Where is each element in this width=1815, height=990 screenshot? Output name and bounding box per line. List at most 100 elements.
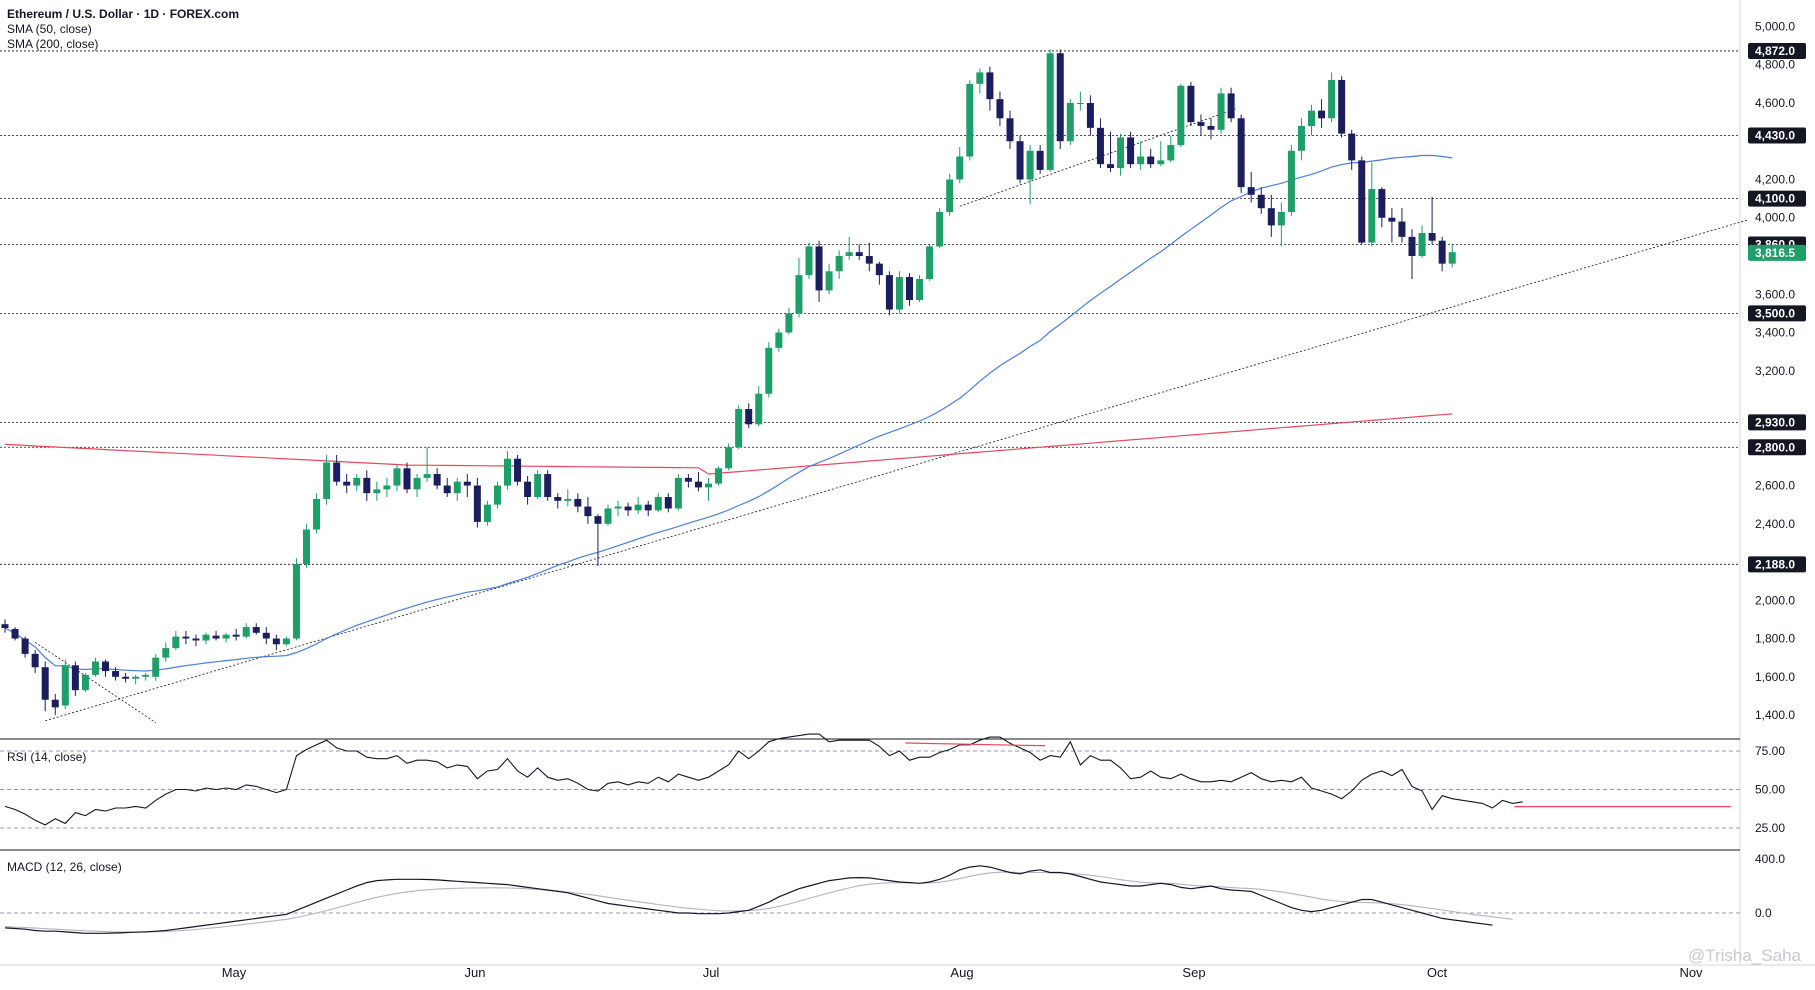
candle-body	[1006, 118, 1014, 142]
candle-body	[212, 635, 220, 639]
candle-body	[423, 474, 431, 478]
candle-body	[373, 489, 381, 494]
candle-body	[272, 638, 280, 645]
rsi-divergence-line	[905, 742, 1046, 747]
price-tick-label: 3,400.0	[1755, 326, 1795, 340]
candle-body	[41, 667, 49, 700]
candle-body	[1378, 189, 1386, 218]
candle-body	[1167, 145, 1175, 161]
candle-body	[1117, 137, 1125, 169]
candle-body	[1388, 217, 1396, 222]
time-label-nov: Nov	[1679, 965, 1703, 980]
candle-body	[433, 474, 441, 486]
time-label-oct: Oct	[1427, 965, 1448, 980]
level-label-bg	[1748, 556, 1806, 573]
candle-body	[112, 671, 120, 677]
price-tick-label: 5,000.0	[1755, 19, 1795, 33]
level-label: 4,872.0	[1755, 44, 1795, 58]
candle-body	[192, 638, 200, 641]
price-tick-label: 4,600.0	[1755, 96, 1795, 110]
rsi-tick-label: 25.00	[1755, 821, 1785, 835]
candle-body	[1227, 93, 1235, 119]
last-price-label: 3,816.5	[1755, 246, 1795, 260]
candle-body	[323, 462, 331, 499]
time-label-jul: Jul	[703, 965, 720, 980]
candle-body	[594, 516, 602, 524]
candle-body	[514, 458, 522, 482]
level-label: 4,430.0	[1755, 129, 1795, 143]
sma200-legend[interactable]: SMA (200, close)	[7, 37, 99, 51]
candle-body	[242, 627, 250, 637]
rsi-pane[interactable]	[0, 733, 1740, 829]
candle-body	[895, 277, 903, 310]
candle-body	[1428, 233, 1436, 241]
candle-body	[634, 504, 642, 511]
candle-body	[1418, 233, 1426, 256]
candle-body	[835, 256, 843, 272]
candle-body	[785, 313, 793, 333]
macd-pane[interactable]	[0, 865, 1740, 934]
candle-body	[1358, 160, 1366, 243]
candle-body	[855, 252, 863, 256]
candle-body	[644, 504, 652, 511]
candle-body	[1046, 53, 1054, 170]
candle-body	[1096, 127, 1104, 165]
candle-body	[222, 634, 230, 639]
candle-body	[1177, 85, 1185, 146]
candle-body	[1338, 80, 1346, 134]
candle-body	[1107, 164, 1114, 169]
candle-body	[544, 474, 552, 497]
candle-body	[674, 477, 682, 509]
price-tick-label: 1,800.0	[1755, 632, 1795, 646]
candle-body	[1026, 150, 1034, 180]
macd-legend[interactable]: MACD (12, 26, close)	[7, 860, 122, 874]
candle-body	[122, 676, 130, 679]
macd-line	[4, 865, 1493, 934]
rsi-tick-label: 75.00	[1755, 744, 1785, 758]
price-tick-label: 4,000.0	[1755, 211, 1795, 225]
candle-body	[694, 481, 702, 488]
candle-body	[252, 627, 260, 633]
level-label-bg	[1748, 127, 1806, 144]
candle-body	[795, 275, 803, 314]
candle-body	[624, 506, 632, 511]
level-label: 2,188.0	[1755, 557, 1795, 571]
candle-body	[1207, 125, 1215, 130]
candle-body	[202, 634, 210, 641]
candle-body	[966, 83, 974, 157]
candle-body	[1287, 150, 1295, 213]
candle-body	[745, 409, 753, 425]
candle-body	[1237, 118, 1245, 188]
time-label-sep: Sep	[1182, 965, 1205, 980]
rsi-legend[interactable]: RSI (14, close)	[7, 750, 87, 764]
price-pane[interactable]	[0, 49, 1749, 724]
candle-body	[845, 252, 853, 256]
price-tick-label: 2,600.0	[1755, 479, 1795, 493]
candle-body	[1448, 252, 1456, 264]
level-label: 3,500.0	[1755, 306, 1795, 320]
candle-body	[815, 246, 823, 291]
level-label-bg	[1748, 439, 1806, 456]
level-label-bg	[1748, 42, 1806, 59]
candle-body	[1257, 194, 1265, 209]
symbol-title[interactable]: Ethereum / U.S. Dollar · 1D · FOREX.com	[7, 7, 240, 21]
candle-body	[725, 447, 733, 469]
price-tick-label: 1,600.0	[1755, 670, 1795, 684]
time-label-aug: Aug	[950, 965, 973, 980]
price-axis[interactable]: 1,400.0 1,600.0 1,800.0 2,000.0 2,400.0 2,600…	[1748, 19, 1806, 920]
macd-signal-line	[4, 871, 1513, 933]
candle-body	[1267, 208, 1275, 226]
macd-tick-label: 400.0	[1755, 852, 1785, 866]
price-tick-label: 4,800.0	[1755, 58, 1795, 72]
time-axis[interactable]: May Jun Jul Aug Sep Oct Nov	[222, 965, 1703, 980]
sma200-line	[4, 413, 1453, 475]
candle-body	[916, 278, 924, 300]
candle-body	[1368, 189, 1376, 243]
candle-body	[1308, 110, 1315, 126]
candle-body	[152, 657, 160, 677]
candle-body	[91, 661, 99, 675]
candle-body	[664, 497, 672, 509]
sma50-legend[interactable]: SMA (50, close)	[7, 22, 92, 36]
candle-body	[735, 409, 743, 448]
